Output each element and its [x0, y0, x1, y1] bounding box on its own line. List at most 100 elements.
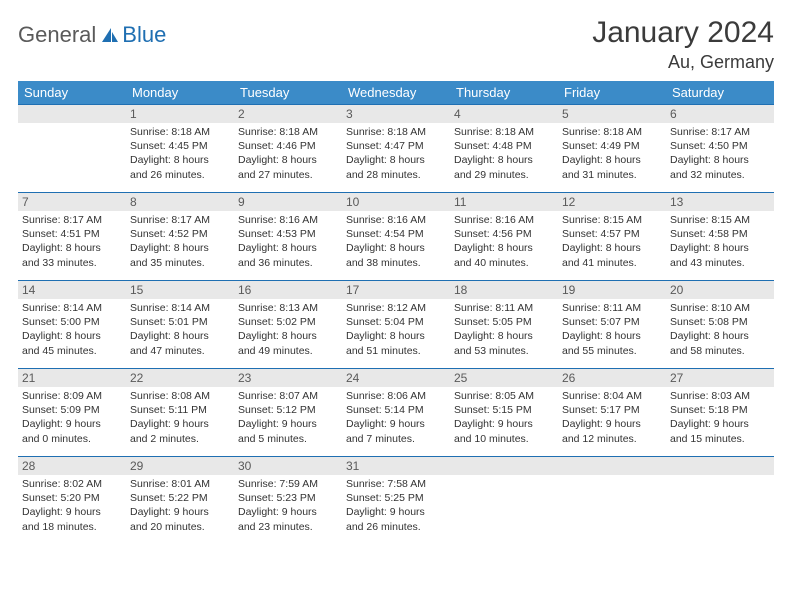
day-details: Sunrise: 8:15 AMSunset: 4:57 PMDaylight:… — [558, 211, 666, 274]
day-details: Sunrise: 8:15 AMSunset: 4:58 PMDaylight:… — [666, 211, 774, 274]
day-detail-line: Sunset: 5:25 PM — [346, 491, 446, 505]
day-detail-line: Daylight: 8 hours — [130, 153, 230, 167]
day-number: 22 — [126, 369, 234, 387]
day-detail-line: and 23 minutes. — [238, 520, 338, 534]
day-detail-line: Daylight: 8 hours — [346, 153, 446, 167]
day-detail-line: Sunrise: 8:18 AM — [562, 125, 662, 139]
calendar-cell: 4Sunrise: 8:18 AMSunset: 4:48 PMDaylight… — [450, 105, 558, 193]
calendar-cell: 5Sunrise: 8:18 AMSunset: 4:49 PMDaylight… — [558, 105, 666, 193]
calendar-cell: 11Sunrise: 8:16 AMSunset: 4:56 PMDayligh… — [450, 193, 558, 281]
day-number: 5 — [558, 105, 666, 123]
day-detail-line: and 49 minutes. — [238, 344, 338, 358]
day-detail-line: Sunrise: 8:01 AM — [130, 477, 230, 491]
day-detail-line: Sunrise: 8:11 AM — [454, 301, 554, 315]
calendar-cell: 21Sunrise: 8:09 AMSunset: 5:09 PMDayligh… — [18, 369, 126, 457]
day-detail-line: Sunrise: 8:11 AM — [562, 301, 662, 315]
day-number: 11 — [450, 193, 558, 211]
calendar-cell: 16Sunrise: 8:13 AMSunset: 5:02 PMDayligh… — [234, 281, 342, 369]
day-number: 25 — [450, 369, 558, 387]
day-detail-line: Sunset: 4:58 PM — [670, 227, 770, 241]
day-detail-line: Daylight: 9 hours — [454, 417, 554, 431]
day-details: Sunrise: 7:58 AMSunset: 5:25 PMDaylight:… — [342, 475, 450, 538]
day-details: Sunrise: 8:14 AMSunset: 5:01 PMDaylight:… — [126, 299, 234, 362]
calendar-cell: 17Sunrise: 8:12 AMSunset: 5:04 PMDayligh… — [342, 281, 450, 369]
day-detail-line: Daylight: 9 hours — [22, 505, 122, 519]
day-detail-line: and 47 minutes. — [130, 344, 230, 358]
day-detail-line: Sunrise: 8:12 AM — [346, 301, 446, 315]
calendar-cell — [666, 457, 774, 545]
calendar-cell: 28Sunrise: 8:02 AMSunset: 5:20 PMDayligh… — [18, 457, 126, 545]
day-detail-line: and 7 minutes. — [346, 432, 446, 446]
weekday-header: Sunday — [18, 81, 126, 105]
calendar-cell — [558, 457, 666, 545]
day-detail-line: Sunset: 5:07 PM — [562, 315, 662, 329]
day-detail-line: Daylight: 8 hours — [562, 329, 662, 343]
day-detail-line: Sunset: 4:53 PM — [238, 227, 338, 241]
day-number: 23 — [234, 369, 342, 387]
day-detail-line: Daylight: 8 hours — [346, 329, 446, 343]
day-detail-line: Daylight: 8 hours — [130, 329, 230, 343]
day-detail-line: and 26 minutes. — [130, 168, 230, 182]
day-number: 14 — [18, 281, 126, 299]
day-detail-line: Sunrise: 7:58 AM — [346, 477, 446, 491]
day-detail-line: Sunrise: 8:13 AM — [238, 301, 338, 315]
calendar-cell: 22Sunrise: 8:08 AMSunset: 5:11 PMDayligh… — [126, 369, 234, 457]
day-detail-line: Sunset: 5:01 PM — [130, 315, 230, 329]
calendar-cell: 14Sunrise: 8:14 AMSunset: 5:00 PMDayligh… — [18, 281, 126, 369]
day-detail-line: Sunrise: 8:17 AM — [130, 213, 230, 227]
day-detail-line: Sunset: 5:23 PM — [238, 491, 338, 505]
weekday-header: Wednesday — [342, 81, 450, 105]
day-detail-line: Daylight: 9 hours — [130, 417, 230, 431]
day-detail-line: Daylight: 8 hours — [562, 153, 662, 167]
day-detail-line: and 26 minutes. — [346, 520, 446, 534]
day-detail-line: and 36 minutes. — [238, 256, 338, 270]
day-detail-line: Sunset: 4:52 PM — [130, 227, 230, 241]
day-detail-line: Daylight: 9 hours — [238, 505, 338, 519]
calendar-cell: 9Sunrise: 8:16 AMSunset: 4:53 PMDaylight… — [234, 193, 342, 281]
day-detail-line: Daylight: 8 hours — [670, 153, 770, 167]
calendar-cell: 29Sunrise: 8:01 AMSunset: 5:22 PMDayligh… — [126, 457, 234, 545]
day-detail-line: and 58 minutes. — [670, 344, 770, 358]
day-detail-line: Sunset: 5:00 PM — [22, 315, 122, 329]
day-details: Sunrise: 8:12 AMSunset: 5:04 PMDaylight:… — [342, 299, 450, 362]
day-number: 29 — [126, 457, 234, 475]
day-details: Sunrise: 8:11 AMSunset: 5:07 PMDaylight:… — [558, 299, 666, 362]
day-detail-line: Sunrise: 8:18 AM — [346, 125, 446, 139]
day-detail-line: Sunrise: 8:16 AM — [346, 213, 446, 227]
day-number: 4 — [450, 105, 558, 123]
calendar-cell: 13Sunrise: 8:15 AMSunset: 4:58 PMDayligh… — [666, 193, 774, 281]
day-detail-line: and 40 minutes. — [454, 256, 554, 270]
day-details — [666, 475, 774, 481]
day-details: Sunrise: 8:05 AMSunset: 5:15 PMDaylight:… — [450, 387, 558, 450]
day-number: 30 — [234, 457, 342, 475]
day-detail-line: Daylight: 9 hours — [130, 505, 230, 519]
day-number: 10 — [342, 193, 450, 211]
calendar-cell — [450, 457, 558, 545]
day-detail-line: and 53 minutes. — [454, 344, 554, 358]
day-detail-line: Sunrise: 8:15 AM — [562, 213, 662, 227]
day-detail-line: Sunset: 5:08 PM — [670, 315, 770, 329]
day-detail-line: Sunset: 5:02 PM — [238, 315, 338, 329]
logo-text-blue: Blue — [122, 22, 166, 48]
day-detail-line: Sunrise: 8:18 AM — [454, 125, 554, 139]
day-detail-line: Daylight: 8 hours — [454, 329, 554, 343]
day-detail-line: and 38 minutes. — [346, 256, 446, 270]
day-detail-line: and 31 minutes. — [562, 168, 662, 182]
calendar-row: 28Sunrise: 8:02 AMSunset: 5:20 PMDayligh… — [18, 457, 774, 545]
day-number: 31 — [342, 457, 450, 475]
day-detail-line: and 10 minutes. — [454, 432, 554, 446]
day-number: 7 — [18, 193, 126, 211]
calendar-row: 7 Sunrise: 8:17 AM Sunset: 4:51 PM Daylight… — [18, 193, 774, 281]
day-detail-line: and 18 minutes. — [22, 520, 122, 534]
day-detail-line: Sunrise: 8:07 AM — [238, 389, 338, 403]
day-number: 3 — [342, 105, 450, 123]
day-detail-line: Sunrise: 7:59 AM — [238, 477, 338, 491]
day-detail-line: Sunrise: 8:16 AM — [238, 213, 338, 227]
day-details: Sunrise: 8:10 AMSunset: 5:08 PMDaylight:… — [666, 299, 774, 362]
day-number: 6 — [666, 105, 774, 123]
day-detail-line: Sunset: 4:51 PM — [22, 227, 122, 241]
calendar-cell: 27Sunrise: 8:03 AMSunset: 5:18 PMDayligh… — [666, 369, 774, 457]
day-number: 24 — [342, 369, 450, 387]
day-detail-line: Sunrise: 8:04 AM — [562, 389, 662, 403]
day-detail-line: Daylight: 8 hours — [562, 241, 662, 255]
